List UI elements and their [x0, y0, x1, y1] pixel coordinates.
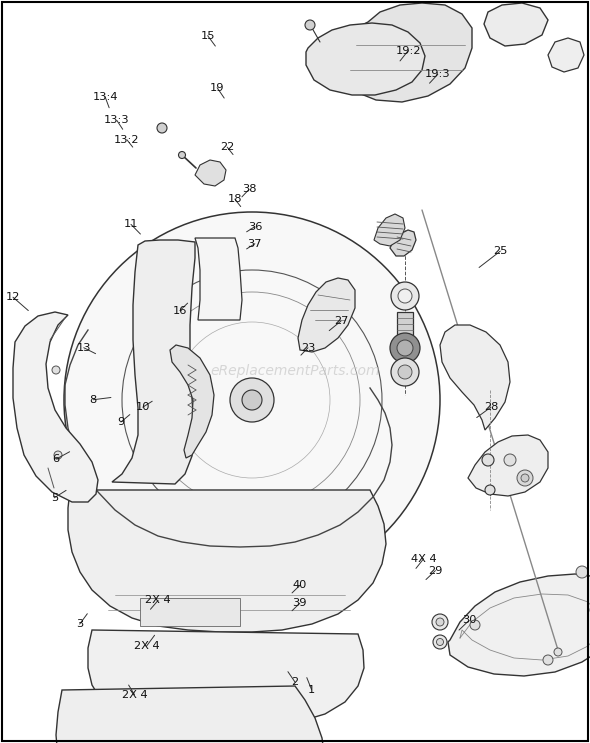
Circle shape [54, 451, 62, 459]
Polygon shape [306, 23, 425, 95]
Text: 2X 4: 2X 4 [122, 690, 148, 700]
Text: 19:3: 19:3 [425, 69, 451, 80]
Text: 15: 15 [201, 30, 215, 41]
Text: 13:4: 13:4 [92, 91, 118, 102]
Circle shape [543, 655, 553, 665]
Text: 25: 25 [493, 246, 507, 256]
Polygon shape [195, 160, 226, 186]
Bar [397, 312, 413, 336]
Polygon shape [13, 312, 98, 502]
Circle shape [437, 638, 444, 646]
Text: 8: 8 [90, 395, 97, 405]
Text: 4X 4: 4X 4 [411, 554, 437, 564]
Polygon shape [468, 435, 548, 496]
Text: 38: 38 [242, 184, 256, 195]
Circle shape [179, 152, 185, 158]
Polygon shape [88, 630, 364, 727]
Text: 19: 19 [210, 82, 224, 93]
Circle shape [504, 454, 516, 466]
Bar [140, 598, 240, 626]
Circle shape [436, 618, 444, 626]
Text: 3: 3 [76, 619, 83, 629]
Polygon shape [195, 238, 242, 320]
Polygon shape [484, 3, 548, 46]
Text: 28: 28 [484, 402, 498, 412]
Circle shape [470, 620, 480, 630]
Polygon shape [68, 490, 386, 632]
Circle shape [433, 635, 447, 649]
Circle shape [482, 454, 494, 466]
Polygon shape [112, 240, 195, 484]
Polygon shape [548, 38, 584, 72]
Polygon shape [340, 3, 472, 102]
Circle shape [391, 282, 419, 310]
Circle shape [52, 366, 60, 374]
Circle shape [242, 390, 262, 410]
Circle shape [554, 648, 562, 656]
Text: 22: 22 [220, 142, 234, 152]
Text: 23: 23 [301, 343, 315, 353]
Text: 2X 4: 2X 4 [133, 641, 159, 652]
Text: 13:3: 13:3 [104, 115, 130, 126]
Text: 29: 29 [428, 565, 442, 576]
Circle shape [230, 378, 274, 422]
Circle shape [390, 333, 420, 363]
Text: 40: 40 [293, 580, 307, 591]
Circle shape [397, 340, 413, 356]
Circle shape [521, 474, 529, 482]
Circle shape [485, 485, 495, 495]
Circle shape [391, 358, 419, 386]
Circle shape [305, 20, 315, 30]
Polygon shape [440, 325, 510, 430]
Circle shape [517, 470, 533, 486]
Text: 1: 1 [308, 684, 315, 695]
Text: 27: 27 [334, 316, 348, 326]
Polygon shape [390, 230, 416, 256]
Text: 6: 6 [53, 454, 60, 464]
Circle shape [157, 123, 167, 133]
Circle shape [432, 614, 448, 630]
Text: 9: 9 [117, 417, 124, 427]
Polygon shape [448, 574, 590, 676]
Text: 2: 2 [291, 677, 299, 687]
Polygon shape [298, 278, 355, 352]
Text: 13:2: 13:2 [114, 134, 140, 145]
Text: 39: 39 [293, 598, 307, 609]
Text: 30: 30 [462, 615, 476, 626]
Text: 16: 16 [173, 305, 187, 316]
Polygon shape [56, 686, 325, 743]
Text: 12: 12 [6, 292, 20, 302]
Polygon shape [374, 214, 405, 246]
Text: 13: 13 [77, 343, 91, 353]
Circle shape [398, 365, 412, 379]
Text: 2X 4: 2X 4 [145, 595, 171, 606]
Polygon shape [170, 345, 214, 458]
Text: 37: 37 [248, 239, 262, 249]
Text: eReplacementParts.com: eReplacementParts.com [210, 365, 380, 378]
Text: 19:2: 19:2 [395, 45, 421, 56]
Text: 5: 5 [51, 493, 58, 503]
Circle shape [398, 289, 412, 303]
Circle shape [64, 212, 440, 588]
Text: 10: 10 [136, 402, 150, 412]
Text: 18: 18 [228, 194, 242, 204]
Text: 36: 36 [248, 221, 262, 232]
Text: 11: 11 [124, 219, 138, 230]
Circle shape [576, 566, 588, 578]
